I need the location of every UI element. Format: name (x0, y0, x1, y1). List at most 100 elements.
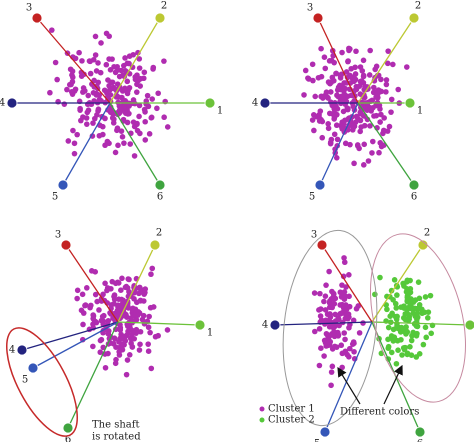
axis-shaft (109, 17, 161, 104)
point (414, 330, 420, 337)
point (120, 72, 126, 79)
point (136, 56, 143, 62)
point (316, 326, 323, 332)
anchor (154, 12, 166, 24)
point (131, 335, 138, 342)
point (377, 119, 383, 125)
point (347, 72, 353, 79)
point (316, 115, 323, 122)
point (69, 74, 76, 81)
point (82, 302, 88, 309)
point (403, 324, 409, 330)
point (126, 288, 132, 295)
point (65, 138, 72, 144)
point (385, 324, 392, 331)
point (80, 310, 87, 316)
point (114, 63, 120, 70)
point (128, 340, 134, 347)
point (360, 162, 367, 168)
point (339, 85, 346, 92)
point (95, 60, 101, 66)
anchor-label: 6 (65, 435, 71, 442)
point (99, 313, 106, 320)
point (107, 109, 114, 116)
point (351, 340, 357, 347)
anchor-label: 5 (52, 192, 58, 203)
point (392, 300, 399, 307)
anchor (194, 319, 206, 331)
point (355, 143, 361, 149)
point (330, 296, 337, 302)
point (374, 72, 381, 79)
point (342, 336, 348, 343)
point (123, 283, 130, 290)
point (415, 279, 422, 285)
anchor-label: 6 (411, 192, 417, 203)
point (404, 351, 411, 358)
point (328, 99, 334, 106)
point (331, 328, 337, 335)
point (109, 79, 116, 86)
point (403, 331, 409, 337)
point (380, 130, 386, 137)
note: The shaft (92, 420, 139, 431)
point (416, 295, 423, 302)
point (340, 108, 347, 115)
point (341, 255, 347, 261)
anchor-label: 3 (26, 3, 32, 14)
point (119, 134, 126, 140)
point (114, 279, 121, 286)
point (305, 75, 311, 81)
point (333, 155, 340, 161)
point (345, 58, 351, 64)
point (323, 282, 329, 288)
point (357, 128, 363, 135)
point (350, 125, 356, 131)
point (325, 121, 331, 127)
point (140, 75, 147, 82)
point (369, 138, 376, 145)
point (64, 86, 70, 93)
point (103, 61, 110, 68)
point (124, 332, 130, 338)
point (360, 320, 366, 326)
point (416, 306, 422, 312)
point (114, 127, 120, 134)
point (339, 282, 345, 288)
point (154, 105, 160, 112)
point (389, 310, 395, 317)
point (55, 98, 61, 105)
point (136, 113, 142, 120)
point (141, 106, 148, 113)
point (106, 82, 112, 89)
point (326, 58, 333, 64)
point (390, 61, 396, 68)
point (393, 305, 400, 311)
point (351, 78, 357, 85)
point (102, 115, 108, 122)
point (131, 153, 138, 159)
point (90, 89, 97, 96)
point (161, 58, 167, 64)
point (115, 304, 121, 310)
point (84, 109, 91, 116)
axis-shaft (274, 321, 373, 326)
point (321, 353, 327, 359)
point (148, 114, 155, 121)
point (96, 132, 103, 139)
anchor-label: 5 (309, 192, 315, 203)
point (70, 127, 76, 134)
axis-shaft (109, 102, 161, 186)
point (425, 309, 432, 315)
point (111, 311, 117, 317)
anchor (259, 97, 271, 109)
point (91, 115, 98, 122)
point (325, 334, 332, 340)
axis-shaft (371, 244, 424, 323)
point (115, 142, 121, 149)
point (404, 277, 411, 284)
anchor-label: 2 (156, 228, 162, 239)
anchor (464, 319, 474, 331)
anchor-label: 3 (311, 230, 317, 241)
point (393, 360, 400, 367)
